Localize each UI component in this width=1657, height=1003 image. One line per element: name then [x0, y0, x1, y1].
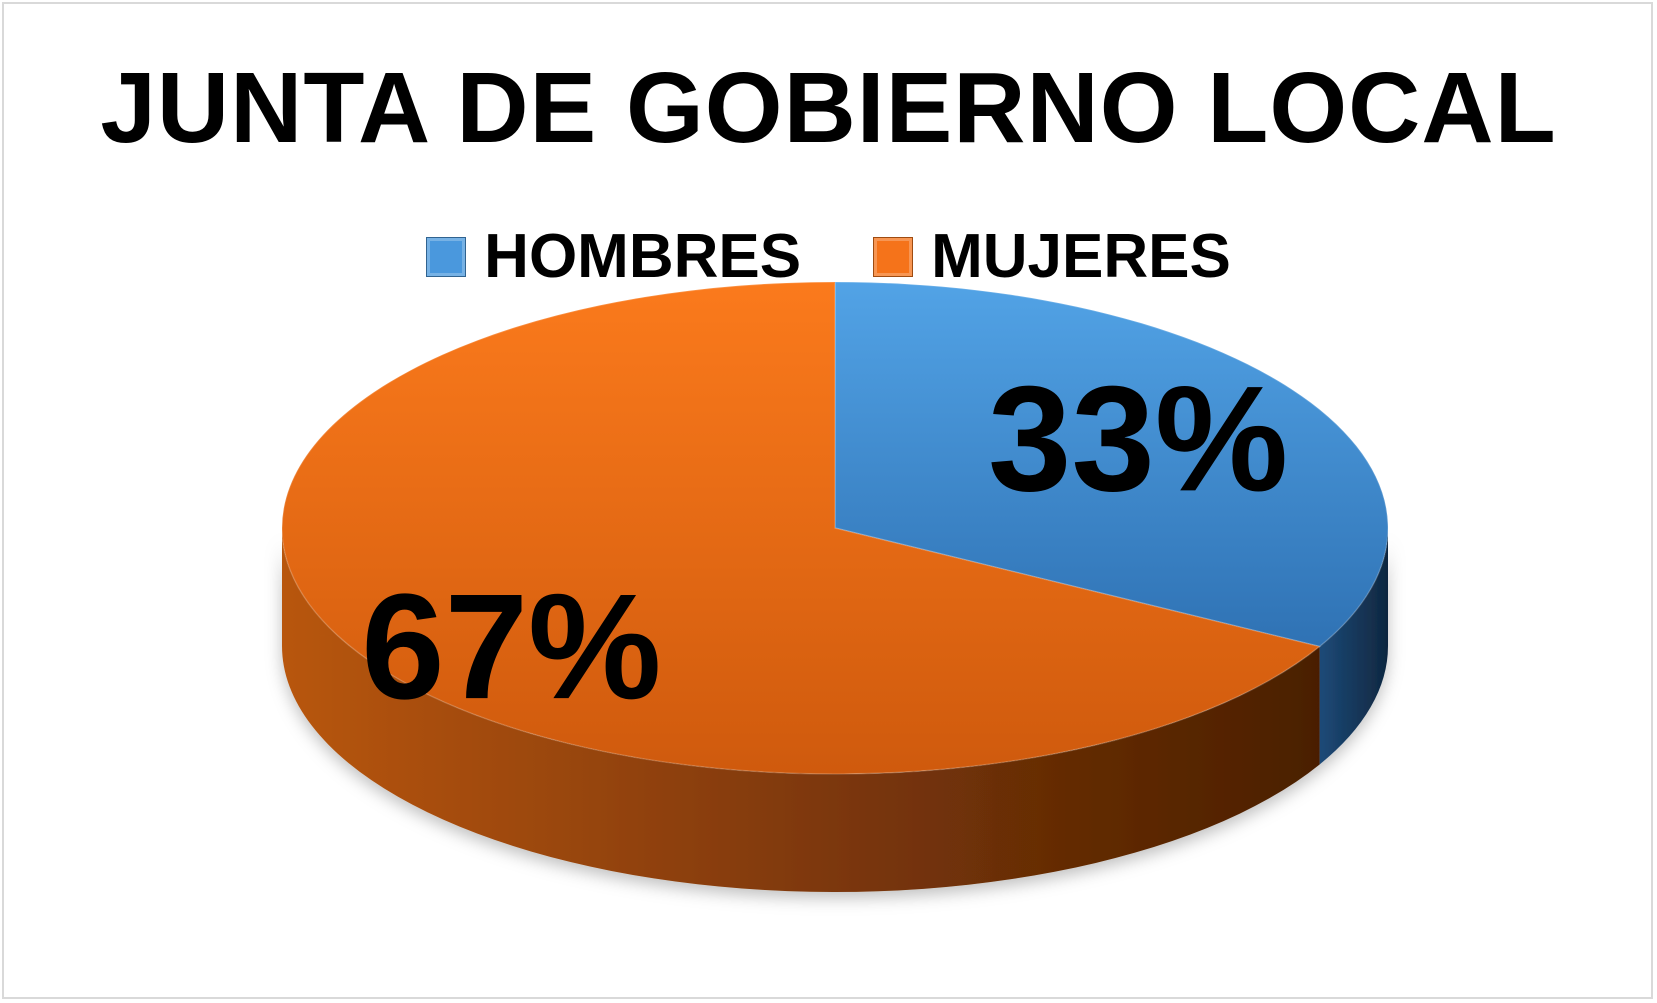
pie-sides — [282, 528, 1388, 893]
pie-slice-side-mujeres — [282, 528, 1320, 893]
pie-slice-side-hombres — [1319, 528, 1388, 765]
pie-slice-hombres — [834, 281, 1389, 648]
legend-label-mujeres: MUJERES — [931, 222, 1231, 291]
legend-item-hombres: HOMBRES — [426, 222, 801, 292]
legend-swatch-hombres — [426, 237, 467, 277]
pie-tops — [281, 281, 1389, 775]
data-label-mujeres: 67% — [361, 562, 661, 730]
pie-labels: 33% 67% — [361, 354, 1288, 730]
chart-title: JUNTA DE GOBIERNO LOCAL — [100, 52, 1557, 164]
legend: HOMBRES MUJERES — [0, 222, 1657, 292]
legend-item-mujeres: MUJERES — [873, 222, 1231, 292]
pie-slice-mujeres — [281, 281, 1322, 775]
legend-label-hombres: HOMBRES — [484, 222, 802, 291]
legend-swatch-mujeres — [873, 237, 914, 277]
data-label-hombres: 33% — [988, 354, 1288, 522]
